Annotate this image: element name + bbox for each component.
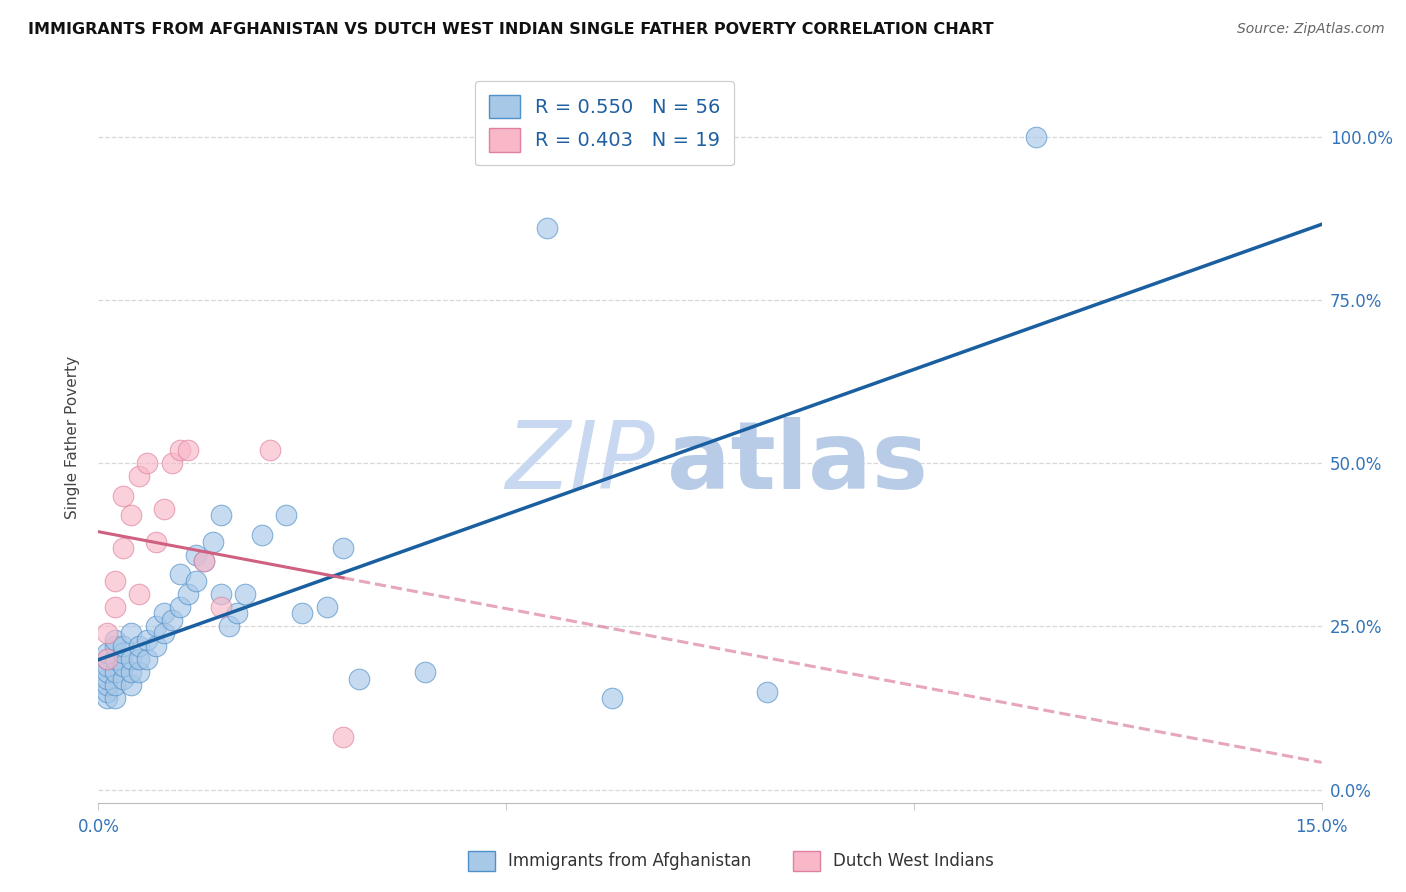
Point	[96, 646, 118, 660]
Point	[169, 599, 191, 614]
Point	[104, 599, 127, 614]
Point	[136, 632, 159, 647]
Point	[96, 652, 118, 666]
Point	[96, 626, 118, 640]
Point	[160, 613, 183, 627]
Point	[96, 672, 118, 686]
Point	[111, 646, 134, 660]
Point	[233, 587, 256, 601]
Point	[209, 599, 232, 614]
Point	[349, 672, 371, 686]
Point	[104, 639, 127, 653]
Point	[193, 554, 215, 568]
Point	[96, 685, 118, 699]
Point	[218, 619, 240, 633]
Point	[201, 534, 224, 549]
Point	[96, 691, 118, 706]
Point	[145, 619, 167, 633]
Point	[96, 652, 118, 666]
Point	[177, 443, 200, 458]
Point	[226, 607, 249, 621]
Point	[128, 469, 150, 483]
Point	[96, 665, 118, 680]
Point	[111, 658, 134, 673]
Point	[600, 691, 623, 706]
Point	[274, 508, 297, 523]
Point	[152, 626, 174, 640]
Text: Source: ZipAtlas.com: Source: ZipAtlas.com	[1237, 22, 1385, 37]
Point	[120, 678, 142, 692]
Point	[169, 443, 191, 458]
Point	[104, 678, 127, 692]
Point	[259, 443, 281, 458]
Point	[104, 652, 127, 666]
Point	[111, 489, 134, 503]
Point	[177, 587, 200, 601]
Point	[111, 541, 134, 555]
Point	[128, 639, 150, 653]
Point	[413, 665, 436, 680]
Point	[96, 658, 118, 673]
Y-axis label: Single Father Poverty: Single Father Poverty	[65, 356, 80, 518]
Point	[152, 502, 174, 516]
Point	[209, 587, 232, 601]
Point	[104, 691, 127, 706]
Point	[169, 567, 191, 582]
Point	[128, 665, 150, 680]
Point	[186, 548, 208, 562]
Point	[104, 665, 127, 680]
Text: ZIP: ZIP	[505, 417, 655, 508]
Point	[120, 508, 142, 523]
Point	[104, 574, 127, 588]
Point	[145, 534, 167, 549]
Point	[315, 599, 337, 614]
Point	[145, 639, 167, 653]
Point	[160, 456, 183, 470]
Point	[209, 508, 232, 523]
Point	[536, 221, 558, 235]
Point	[193, 554, 215, 568]
Point	[111, 672, 134, 686]
Text: atlas: atlas	[668, 417, 928, 508]
Point	[332, 731, 354, 745]
Point	[120, 652, 142, 666]
Point	[152, 607, 174, 621]
Point	[186, 574, 208, 588]
Point	[332, 541, 354, 555]
Point	[128, 652, 150, 666]
Point	[136, 652, 159, 666]
Point	[250, 528, 273, 542]
Point	[291, 607, 314, 621]
Point	[120, 665, 142, 680]
Point	[120, 626, 142, 640]
Legend: R = 0.550   N = 56, R = 0.403   N = 19: R = 0.550 N = 56, R = 0.403 N = 19	[475, 81, 734, 166]
Point	[136, 456, 159, 470]
Text: IMMIGRANTS FROM AFGHANISTAN VS DUTCH WEST INDIAN SINGLE FATHER POVERTY CORRELATI: IMMIGRANTS FROM AFGHANISTAN VS DUTCH WES…	[28, 22, 994, 37]
Point	[128, 587, 150, 601]
Point	[104, 632, 127, 647]
Point	[96, 678, 118, 692]
Point	[1025, 129, 1047, 144]
Point	[111, 639, 134, 653]
Point	[756, 685, 779, 699]
Legend: Immigrants from Afghanistan, Dutch West Indians: Immigrants from Afghanistan, Dutch West …	[460, 842, 1002, 880]
